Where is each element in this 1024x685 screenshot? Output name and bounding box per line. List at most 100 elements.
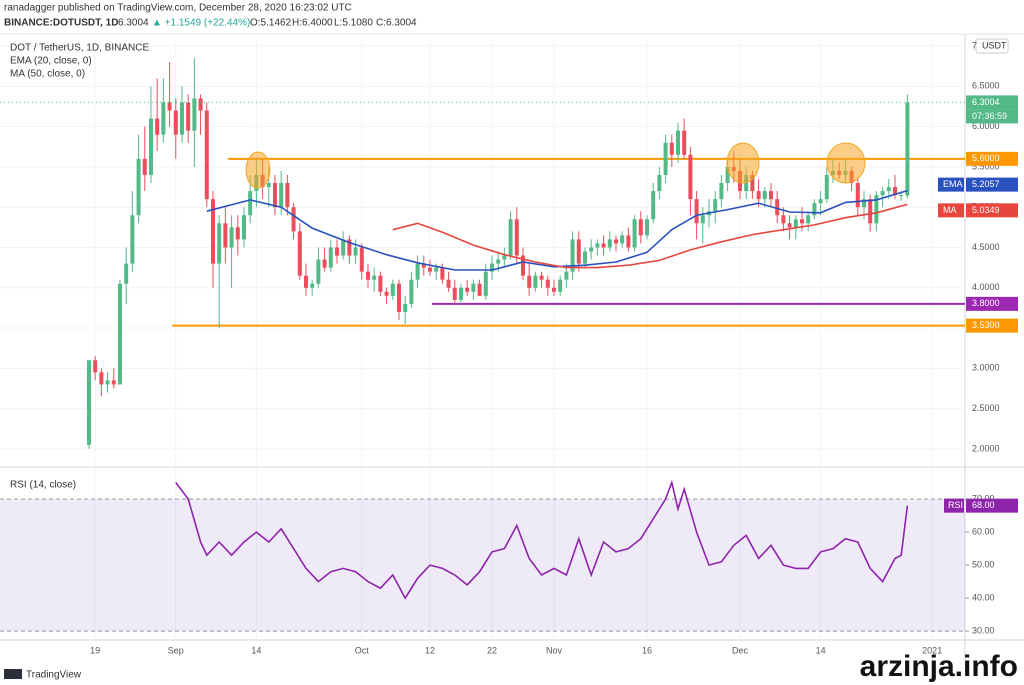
series-tag bbox=[944, 498, 964, 513]
price-tag bbox=[966, 296, 1018, 311]
x-tick-label: 12 bbox=[425, 645, 435, 655]
candle-body bbox=[173, 110, 178, 135]
highlight-circle bbox=[826, 142, 866, 184]
x-tick-label: 14 bbox=[816, 645, 826, 655]
candle-body bbox=[620, 235, 625, 244]
candle-body bbox=[713, 199, 718, 212]
candle-body bbox=[880, 191, 885, 196]
legend-ema: EMA (20, close, 0) bbox=[10, 56, 92, 67]
candle-body bbox=[465, 287, 470, 292]
x-tick-label: Oct bbox=[355, 645, 370, 655]
y-tick-label: 70.00 bbox=[972, 493, 995, 503]
rsi-band bbox=[0, 499, 965, 632]
candle-body bbox=[167, 102, 172, 111]
candle-body bbox=[818, 199, 823, 204]
candle-body bbox=[471, 283, 476, 292]
candle-body bbox=[86, 360, 91, 445]
logo bbox=[4, 669, 22, 679]
candle-body bbox=[303, 275, 308, 288]
candle-body bbox=[93, 360, 98, 373]
candle-body bbox=[229, 227, 234, 248]
y-tick-label: 50.00 bbox=[972, 559, 995, 569]
candle-body bbox=[564, 271, 569, 280]
candle-body bbox=[595, 243, 600, 248]
candle-body bbox=[527, 275, 532, 288]
price-tag bbox=[966, 177, 1018, 192]
y-tick-label: 7 bbox=[972, 40, 977, 50]
legend-rsi: RSI (14, close) bbox=[10, 480, 76, 491]
candle-body bbox=[607, 239, 612, 248]
candle-body bbox=[613, 239, 618, 244]
candle-body bbox=[434, 267, 439, 272]
candle-body bbox=[291, 207, 296, 232]
x-tick-label: 2021 bbox=[922, 645, 942, 655]
candle-body bbox=[223, 223, 228, 248]
x-tick-label: 22 bbox=[487, 645, 497, 655]
candle-body bbox=[124, 263, 129, 284]
candle-body bbox=[396, 283, 401, 312]
indicator-line bbox=[392, 203, 908, 269]
author-line: ranadagger published on TradingView.com,… bbox=[4, 3, 352, 14]
price-tag bbox=[966, 95, 1018, 110]
price-tag-label: 07:36:59 bbox=[972, 111, 1007, 121]
candle-body bbox=[892, 187, 897, 196]
candle-body bbox=[886, 187, 891, 192]
candle-body bbox=[651, 191, 656, 220]
legend-ma: MA (50, close, 0) bbox=[10, 69, 85, 80]
candle-body bbox=[502, 255, 507, 260]
y-tick-label: 6.0000 bbox=[972, 121, 1000, 131]
price-tag bbox=[966, 151, 1018, 166]
y-tick-label: 5.5000 bbox=[972, 161, 1000, 171]
candle-body bbox=[508, 219, 513, 256]
price-tag-label: 3.8000 bbox=[972, 298, 1000, 308]
candle-body bbox=[824, 174, 829, 200]
y-tick-label: 3.0000 bbox=[972, 363, 1000, 373]
candle-body bbox=[192, 98, 197, 131]
candle-body bbox=[372, 275, 377, 280]
price-tag bbox=[966, 109, 1018, 124]
candle-body bbox=[322, 259, 327, 268]
candle-body bbox=[799, 219, 804, 224]
candle-body bbox=[806, 215, 811, 224]
candle-body bbox=[861, 199, 866, 208]
candle-body bbox=[644, 219, 649, 236]
candle-body bbox=[310, 283, 315, 288]
series-tag bbox=[938, 177, 964, 192]
candle-body bbox=[793, 219, 798, 228]
price-tag bbox=[966, 203, 1018, 218]
ohlc: H:6.4000 bbox=[292, 18, 333, 29]
candle-body bbox=[378, 275, 383, 292]
footer: TradingView bbox=[26, 670, 82, 681]
candle-body bbox=[688, 154, 693, 200]
candle-body bbox=[204, 110, 209, 200]
y-tick-label: 2.0000 bbox=[972, 443, 1000, 453]
candle-body bbox=[316, 259, 321, 284]
series-tag-label: EMA bbox=[943, 179, 963, 189]
candle-body bbox=[514, 219, 519, 256]
candle-body bbox=[700, 215, 705, 224]
candle-body bbox=[533, 275, 538, 288]
price-tag-label: 6.3004 bbox=[972, 97, 1000, 107]
candle-body bbox=[210, 199, 215, 264]
candle-body bbox=[682, 130, 687, 155]
candle-body bbox=[186, 102, 191, 131]
highlight-circle bbox=[726, 142, 760, 184]
candle-body bbox=[558, 279, 563, 292]
candle-body bbox=[365, 271, 370, 280]
candle-body bbox=[155, 118, 160, 135]
indicator-line bbox=[175, 479, 909, 600]
candle-body bbox=[520, 255, 525, 276]
candle-body bbox=[545, 279, 550, 288]
candle-body bbox=[409, 279, 414, 304]
candle-body bbox=[694, 199, 699, 224]
price-tag bbox=[966, 498, 1018, 513]
candle-body bbox=[539, 275, 544, 280]
candle-body bbox=[415, 263, 420, 280]
candle-body bbox=[781, 215, 786, 224]
candle-body bbox=[675, 130, 680, 155]
candle-body bbox=[347, 239, 352, 256]
y-tick-label: 4.0000 bbox=[972, 282, 1000, 292]
